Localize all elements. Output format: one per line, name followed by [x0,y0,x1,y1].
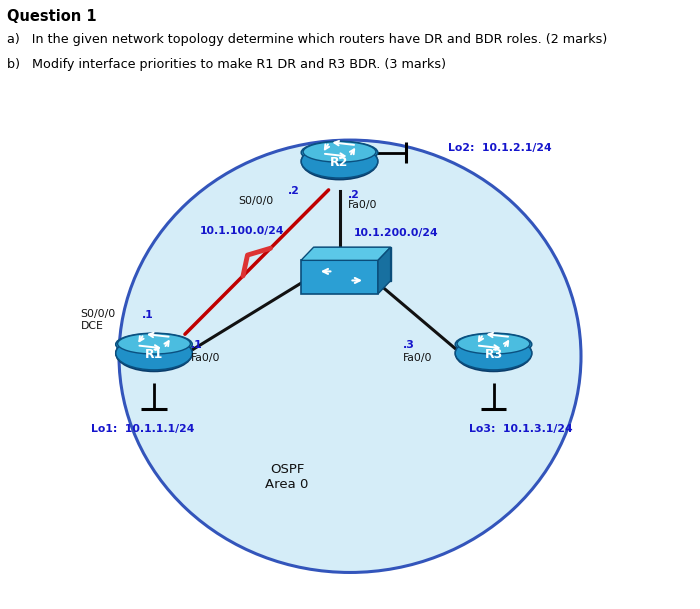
Text: 10.1.200.0/24: 10.1.200.0/24 [354,228,438,238]
Text: R1: R1 [145,348,163,361]
Ellipse shape [301,143,378,180]
Ellipse shape [455,335,532,371]
Text: R2: R2 [330,157,349,169]
Ellipse shape [301,141,378,164]
Text: Fa0/0: Fa0/0 [348,200,377,210]
Ellipse shape [455,337,532,370]
FancyBboxPatch shape [314,247,391,281]
Ellipse shape [303,142,376,162]
Text: Fa0/0: Fa0/0 [191,353,220,363]
Text: .2: .2 [348,190,360,200]
Text: DCE: DCE [80,321,104,331]
Text: b)   Modify interface priorities to make R1 DR and R3 BDR. (3 marks): b) Modify interface priorities to make R… [7,58,446,71]
Text: S0/0/0: S0/0/0 [238,196,273,206]
Text: Lo2:  10.1.2.1/24: Lo2: 10.1.2.1/24 [448,143,552,153]
Text: a)   In the given network topology determine which routers have DR and BDR roles: a) In the given network topology determi… [7,33,608,46]
Text: .1: .1 [142,310,154,320]
Ellipse shape [116,337,192,370]
Text: .2: .2 [288,186,300,195]
Ellipse shape [118,334,190,354]
Ellipse shape [119,140,581,572]
Text: Fa0/0: Fa0/0 [402,353,432,363]
Polygon shape [301,247,391,261]
Text: .1: .1 [191,340,203,350]
Text: Lo3:  10.1.3.1/24: Lo3: 10.1.3.1/24 [469,424,573,434]
Ellipse shape [116,335,192,371]
Polygon shape [378,247,391,294]
Text: S0/0/0: S0/0/0 [80,309,116,319]
Ellipse shape [457,334,530,354]
Ellipse shape [301,145,378,178]
Text: R3: R3 [484,348,503,361]
Text: Lo1:  10.1.1.1/24: Lo1: 10.1.1.1/24 [91,424,195,434]
Text: .3: .3 [402,340,414,350]
Ellipse shape [116,333,192,356]
Ellipse shape [455,333,532,356]
Text: OSPF
Area 0: OSPF Area 0 [265,463,309,491]
Text: 10.1.100.0/24: 10.1.100.0/24 [199,227,284,236]
Text: Question 1: Question 1 [7,9,97,24]
FancyBboxPatch shape [301,260,378,294]
